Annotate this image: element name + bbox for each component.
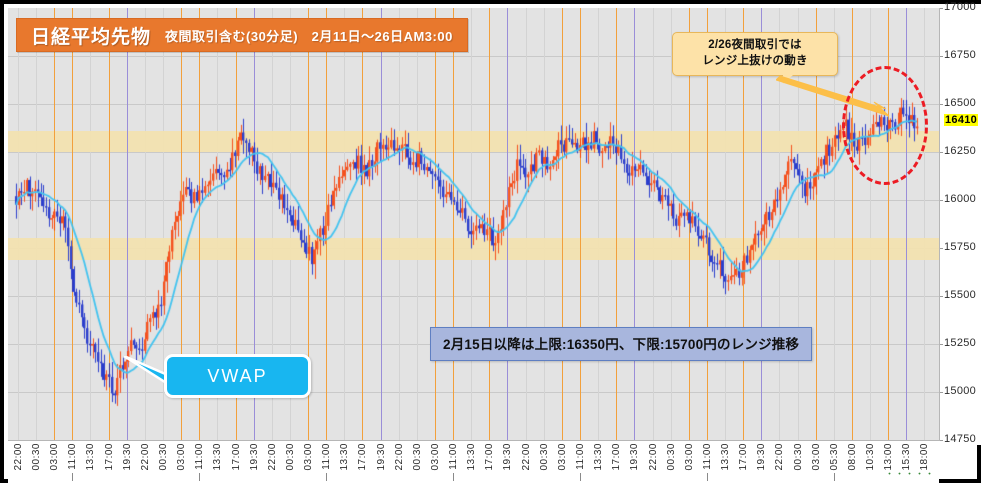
time-axis-label: 17:00 <box>738 443 750 471</box>
price-axis-tick <box>940 56 943 57</box>
price-axis-label: 17000 <box>944 1 977 13</box>
time-axis-label: 19:30 <box>375 443 387 471</box>
breakout-callout: 2/26夜間取引では レンジ上抜けの動き <box>672 32 838 85</box>
time-axis-label: 00:30 <box>792 443 804 471</box>
time-axis-label: 19:30 <box>502 443 514 471</box>
time-axis-tick <box>453 473 454 481</box>
time-axis-label: 03:00 <box>49 443 61 471</box>
price-axis-label: 16250 <box>944 145 977 157</box>
chart-inner: 17000 16750 16500 16250 16000 15750 15500 15250… <box>4 1 981 483</box>
time-axis-tick <box>834 473 835 481</box>
time-axis-label: 22:00 <box>520 443 532 471</box>
breakout-callout-line2: レンジ上抜けの動き <box>702 54 808 67</box>
current-price-label: 16410 <box>944 114 979 127</box>
time-axis-label: 11:00 <box>448 443 460 470</box>
time-axis-label: 13:00 <box>883 443 895 471</box>
price-axis-label: 15750 <box>944 241 977 253</box>
time-axis-label: 03:00 <box>556 443 568 471</box>
time-axis-tick <box>580 473 581 481</box>
time-axis-label: 10:30 <box>865 443 877 471</box>
price-axis-tick <box>940 8 943 9</box>
time-axis-label: 17:00 <box>230 443 242 471</box>
time-axis-label: 19:30 <box>756 443 768 471</box>
time-axis-label: 22:00 <box>774 443 786 471</box>
price-axis-label: 14750 <box>944 433 977 445</box>
time-axis-label: 11:00 <box>194 443 206 470</box>
range-callout: 2月15日以降は上限:16350円、下限:15700円のレンジ推移 <box>430 327 813 361</box>
price-axis-label: 15250 <box>944 337 977 349</box>
price-axis-tick <box>940 344 943 345</box>
time-axis-label: 00:30 <box>411 443 423 471</box>
range-callout-text: 2月15日以降は上限:16350円、下限:15700円のレンジ推移 <box>443 337 800 352</box>
price-axis-label: 16750 <box>944 49 977 61</box>
time-axis-label: 22:00 <box>12 443 24 471</box>
time-axis-label: 13:30 <box>466 443 478 471</box>
time-axis-label: 18:00 <box>919 443 931 471</box>
time-axis-label: 11:00 <box>321 443 333 470</box>
time-axis-label: 19:30 <box>121 443 133 471</box>
time-axis-label: 19:30 <box>248 443 260 471</box>
vwap-callout[interactable]: VWAP <box>164 354 311 398</box>
price-axis-tick <box>940 296 943 297</box>
time-axis-label: 03:00 <box>429 443 441 471</box>
price-axis-tick <box>940 440 943 441</box>
time-axis-label: 13:30 <box>593 443 605 471</box>
time-axis-label: 00:30 <box>665 443 677 471</box>
vwap-callout-text: VWAP <box>207 365 268 386</box>
time-axis-label: 17:00 <box>103 443 115 471</box>
time-axis-label: 03:00 <box>176 443 188 471</box>
price-axis-label: 15500 <box>944 289 977 301</box>
time-axis-label: 03:00 <box>303 443 315 471</box>
price-axis-tick <box>940 200 943 201</box>
chart-subtitle: 夜間取引含む(30分足) 2月11日～26日AM3:00 <box>165 28 453 44</box>
price-axis-tick <box>940 104 943 105</box>
time-axis-label: 13:30 <box>212 443 224 471</box>
time-axis-label: 22:00 <box>647 443 659 471</box>
time-axis-label: 22:00 <box>393 443 405 471</box>
time-axis-label: 13:30 <box>720 443 732 471</box>
time-axis-label: 13:30 <box>339 443 351 471</box>
time-axis-label: 13:30 <box>85 443 97 471</box>
time-axis-label: 03:00 <box>810 443 822 471</box>
breakout-callout-line1: 2/26夜間取引では <box>708 39 802 51</box>
time-axis-label: 08:00 <box>846 443 858 471</box>
time-axis-tick <box>707 473 708 481</box>
page-title: 日経平均先物 <box>31 26 152 48</box>
breakout-ellipse <box>842 66 928 185</box>
time-axis-label: 00:30 <box>158 443 169 471</box>
time-axis-label: 19:30 <box>629 443 641 471</box>
time-axis-label: 11:00 <box>701 443 713 470</box>
time-axis-label: 17:00 <box>484 443 496 471</box>
time-axis-label: 03:00 <box>683 443 695 471</box>
price-axis: 17000 16750 16500 16250 16000 15750 15500 15250… <box>940 1 981 445</box>
price-axis-tick <box>940 248 943 249</box>
time-axis-label: 00:30 <box>538 443 550 471</box>
price-axis-tick <box>940 152 943 153</box>
time-axis-label: 11:00 <box>575 443 587 470</box>
time-axis-label: 05:30 <box>828 443 840 471</box>
time-axis-label: 17:00 <box>357 443 369 471</box>
price-axis-label: 16500 <box>944 97 977 109</box>
time-axis-tick <box>326 473 327 481</box>
price-axis-tick <box>940 392 943 393</box>
time-axis-label: 00:30 <box>31 443 43 471</box>
time-axis-tick <box>72 473 73 481</box>
axis-dash-marks: ・・・・・ <box>884 469 935 479</box>
time-axis-label: 17:00 <box>611 443 623 471</box>
time-axis-tick <box>199 473 200 481</box>
time-axis-label: 22:00 <box>139 443 151 471</box>
time-axis-label: 15:30 <box>901 443 913 471</box>
price-axis-label: 16000 <box>944 193 977 205</box>
time-axis-label: 00:30 <box>284 443 296 471</box>
time-axis: ・・・・・ 22:00 00:30 03:00 11:00 13:30 17:00 19:3… <box>8 441 939 483</box>
time-axis-label: 11:00 <box>67 443 79 470</box>
time-axis-label: 22:00 <box>266 443 278 471</box>
chart-title-banner: 日経平均先物 夜間取引含む(30分足) 2月11日～26日AM3:00 <box>16 18 468 52</box>
price-axis-label: 15000 <box>944 385 977 397</box>
